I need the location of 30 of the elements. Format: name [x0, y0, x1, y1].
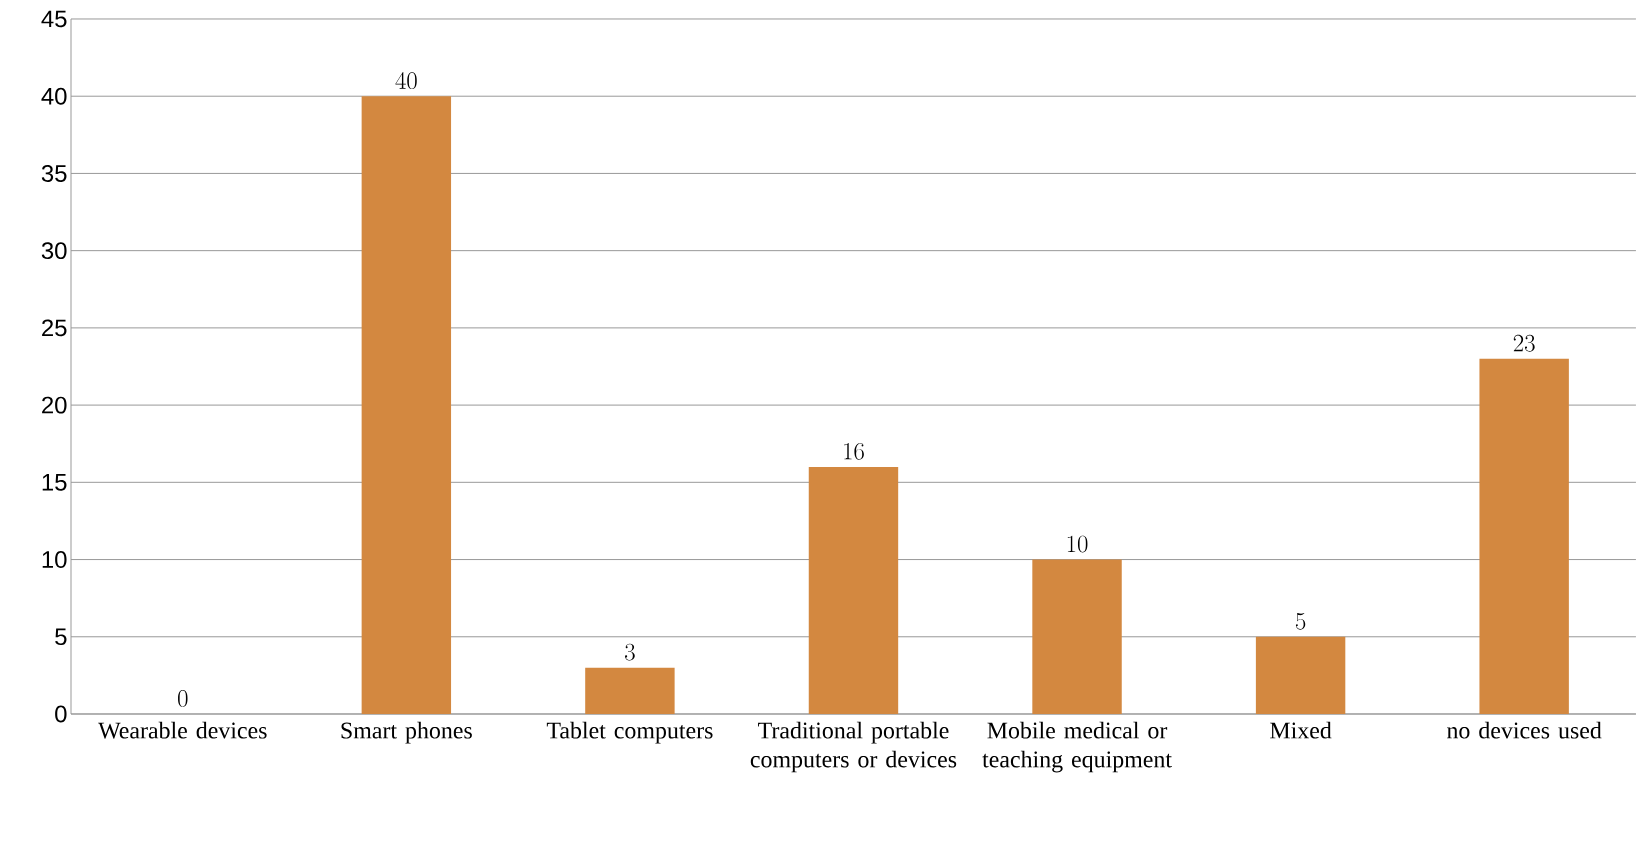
- data-label: 40: [395, 72, 417, 90]
- bar: [808, 466, 899, 714]
- data-label: 10: [1067, 535, 1088, 553]
- y-tick-label: 10: [42, 551, 67, 569]
- data-label: 3: [625, 643, 635, 661]
- bar: [361, 96, 452, 714]
- y-tick-label: 45: [41, 10, 67, 28]
- y-tick-label: 30: [41, 242, 67, 260]
- y-tick-label: 5: [55, 628, 67, 646]
- bar: [1479, 358, 1569, 714]
- x-tick-label: Mixed: [1270, 721, 1332, 739]
- y-tick-label: 40: [41, 87, 67, 105]
- x-tick-label: Mobile medical or teaching equipment: [982, 721, 1172, 773]
- x-tick-label: Smart phones: [341, 721, 472, 744]
- y-tick-label: 20: [42, 396, 67, 414]
- y-tick-label: 25: [42, 319, 67, 337]
- y-tick-label: 35: [41, 164, 67, 182]
- x-tick-label: Traditional portable computers or devices: [750, 721, 957, 773]
- data-label: 16: [844, 442, 864, 460]
- bar: [1255, 636, 1346, 714]
- y-tick-label: 0: [55, 705, 67, 723]
- bar: [1032, 559, 1122, 714]
- data-label: 5: [1295, 612, 1306, 630]
- data-label: 0: [178, 690, 188, 707]
- data-label: 23: [1513, 334, 1535, 352]
- x-tick-label: no devices used: [1447, 721, 1602, 739]
- y-tick-label: 15: [42, 473, 67, 491]
- x-tick-label: Tablet computers: [546, 721, 713, 744]
- bar: [585, 667, 675, 714]
- x-tick-label: Wearable devices: [98, 721, 267, 739]
